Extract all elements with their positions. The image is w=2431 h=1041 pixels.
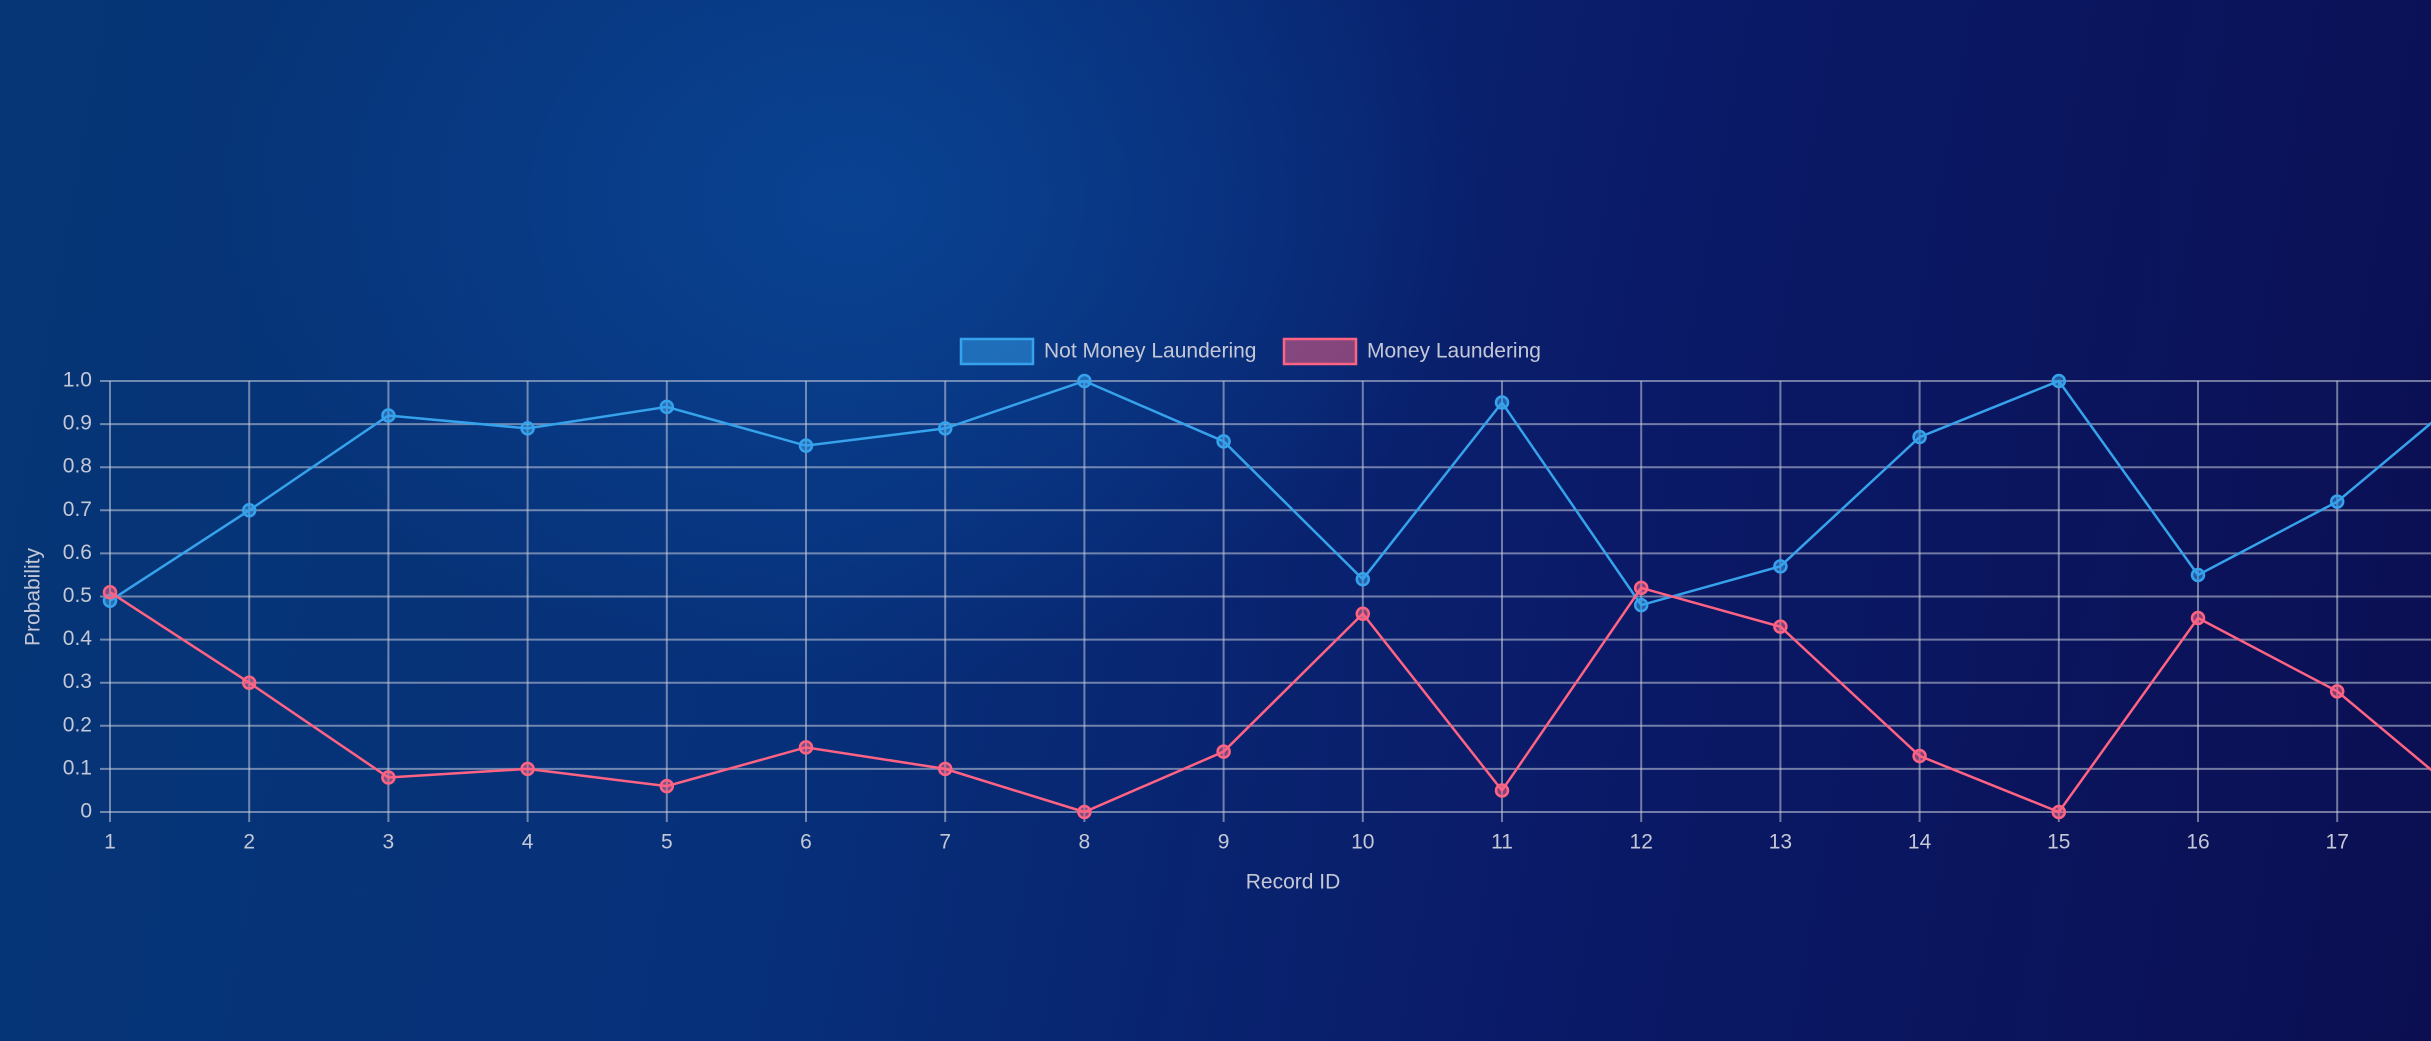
y-tick-label: 0.4 [63, 627, 93, 650]
legend-label: Not Money Laundering [1044, 340, 1256, 363]
data-point [520, 761, 535, 777]
x-tick-label: 7 [939, 831, 951, 854]
x-tick-label: 16 [2186, 831, 2209, 854]
x-tick-label: 8 [1079, 831, 1091, 854]
data-point [2051, 373, 2067, 389]
data-point [102, 584, 118, 600]
data-point [2329, 684, 2345, 699]
data-point [1633, 597, 1649, 613]
data-point [2051, 804, 2067, 820]
y-tick-label: 0.6 [63, 541, 92, 564]
x-tick-label: 14 [1908, 831, 1932, 854]
x-tick-label: 15 [2047, 831, 2070, 854]
y-tick-label: 1.0 [63, 369, 92, 392]
data-point [937, 761, 953, 777]
y-tick-label: 0.3 [63, 670, 92, 693]
x-tick-label: 3 [383, 831, 395, 854]
data-point [241, 675, 257, 690]
y-tick-label: 0.1 [63, 756, 92, 779]
x-tick-label: 11 [1491, 831, 1513, 854]
x-tick-label: 4 [522, 831, 534, 854]
data-point [2190, 567, 2206, 583]
x-tick-label: 2 [243, 831, 255, 854]
data-point [1773, 619, 1788, 634]
legend-swatch [959, 337, 1035, 366]
series-line [109, 379, 2431, 607]
y-tick-label: 0.9 [63, 412, 92, 435]
data-point [1216, 434, 1231, 449]
data-point [937, 421, 953, 436]
x-tick-label: 12 [1630, 831, 1653, 854]
x-tick-label: 1 [104, 831, 116, 854]
data-point [798, 438, 814, 453]
legend-label: Money Laundering [1367, 340, 1541, 363]
x-tick-label: 10 [1351, 831, 1374, 854]
data-point [2329, 494, 2345, 509]
data-point [1912, 748, 1927, 764]
y-tick-label: 0 [80, 800, 92, 823]
x-tick-label: 6 [800, 831, 812, 854]
data-point [1494, 395, 1510, 410]
data-point [1077, 804, 1092, 820]
legend-swatch [1282, 337, 1358, 366]
data-point [381, 770, 396, 785]
y-tick-label: 0.5 [63, 584, 92, 607]
data-point [659, 778, 675, 794]
data-point [1494, 783, 1510, 798]
data-point [1912, 429, 1927, 445]
x-tick-label: 5 [661, 831, 673, 854]
x-tick-label: 9 [1218, 831, 1230, 854]
data-point [1355, 572, 1371, 587]
x-tick-label: 13 [1769, 831, 1792, 854]
data-point [1355, 606, 1371, 621]
data-point [381, 408, 396, 423]
y-tick-label: 0.8 [63, 455, 92, 478]
y-tick-label: 0.7 [63, 498, 92, 521]
data-point [520, 421, 535, 436]
data-point [1216, 744, 1231, 759]
x-axis-title: Record ID [1246, 871, 1341, 894]
data-point [1773, 559, 1788, 574]
data-point [1633, 580, 1649, 596]
series-line [109, 586, 2431, 814]
y-axis-title: Probability [22, 547, 45, 646]
data-point [659, 399, 675, 415]
y-tick-label: 0.2 [63, 713, 92, 736]
data-point [241, 503, 257, 518]
data-point [2190, 610, 2206, 626]
x-tick-label: 17 [2326, 831, 2349, 854]
data-point [1077, 373, 1092, 389]
data-point [798, 740, 814, 755]
